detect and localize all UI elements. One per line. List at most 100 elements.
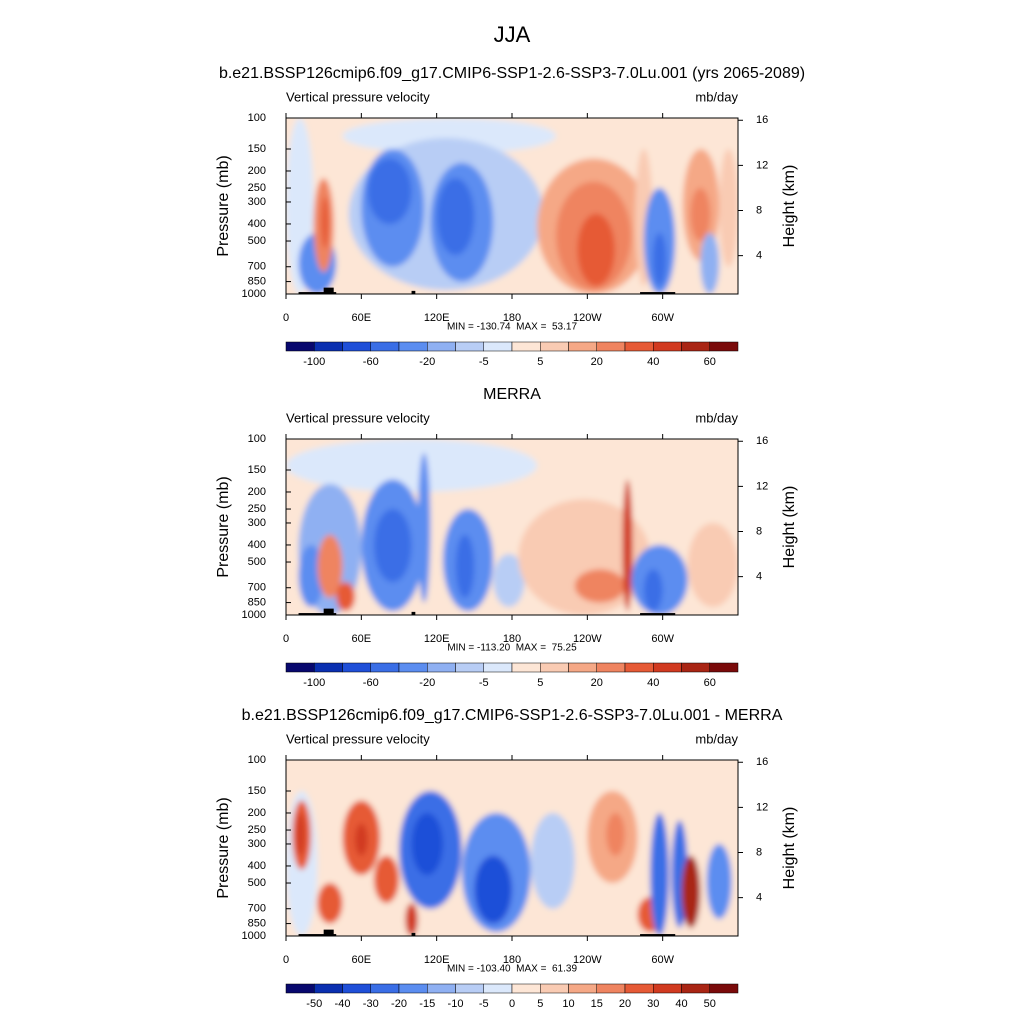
y2-tick-label: 12 (756, 801, 768, 813)
topography (411, 932, 416, 936)
colorbar-box (342, 341, 371, 352)
contour-region (296, 812, 305, 856)
colorbar-box (483, 341, 513, 352)
colorbar-label: 40 (675, 998, 687, 1010)
figure-title: JJA (494, 22, 531, 47)
contour-layer (286, 760, 738, 936)
y-tick-label: 400 (248, 539, 266, 551)
colorbar-box (370, 983, 400, 994)
contour-region (719, 148, 738, 267)
colorbar-label: -60 (363, 356, 379, 368)
colorbar-label: 40 (647, 356, 659, 368)
y-tick-label: 500 (248, 235, 266, 247)
colorbar-label: -100 (303, 356, 325, 368)
colorbar-box (568, 341, 597, 352)
topography (323, 608, 334, 615)
y-tick-label: 400 (248, 218, 266, 230)
contour-region (411, 812, 443, 875)
colorbar-box (540, 341, 569, 352)
colorbar-label: -60 (363, 677, 379, 689)
contour-region (606, 812, 625, 856)
contour-region (652, 232, 667, 286)
colorbar-box (624, 341, 654, 352)
colorbar-label: 40 (647, 677, 659, 689)
colorbar-box (540, 983, 569, 994)
y-tick-label: 100 (248, 754, 266, 766)
colorbar-label: -20 (391, 998, 407, 1010)
colorbar-box (342, 662, 371, 673)
x-tick-label: 120E (424, 312, 450, 324)
contour-region (530, 812, 575, 909)
colorbar-box (427, 341, 456, 352)
y-axis-label: Pressure (mb) (215, 797, 232, 898)
x-tick-label: 60W (651, 954, 674, 966)
colorbar-label: -100 (303, 677, 325, 689)
colorbar-box (709, 983, 739, 994)
panel-title: b.e21.BSSP126cmip6.f09_g17.CMIP6-SSP1-2.… (219, 65, 805, 82)
contour-region (317, 534, 343, 598)
x-tick-label: 0 (283, 312, 289, 324)
contour-region (643, 569, 663, 612)
contour-region (298, 544, 324, 607)
colorbar-box (427, 983, 456, 994)
contour-field (286, 760, 738, 936)
colorbar-box (653, 341, 682, 352)
colorbar-box (455, 983, 484, 994)
colorbar-box (370, 341, 400, 352)
contour-region (474, 855, 512, 924)
contour-region (577, 213, 615, 286)
x-tick-label: 60E (352, 954, 372, 966)
colorbar-box (596, 341, 626, 352)
stats: MIN = -130.74 MAX = 53.17 (447, 322, 578, 333)
colorbar-box (624, 662, 654, 673)
y-tick-label: 850 (248, 917, 266, 929)
y2-tick-label: 4 (756, 250, 762, 262)
panel-title: b.e21.BSSP126cmip6.f09_g17.CMIP6-SSP1-2.… (242, 707, 783, 724)
contour-region (493, 553, 525, 607)
y2-tick-label: 8 (756, 846, 762, 858)
x-tick-label: 60E (352, 312, 372, 324)
contour-layer (286, 439, 738, 615)
colorbar-box (681, 662, 710, 673)
x-tick-label: 120W (573, 633, 602, 645)
contour-region (622, 479, 633, 612)
colorbar-box (681, 341, 710, 352)
colorbar-box (596, 983, 626, 994)
colorbar-label: -5 (479, 998, 489, 1010)
colorbar-box (398, 341, 428, 352)
contour-region (321, 196, 329, 249)
y-tick-label: 150 (248, 785, 266, 797)
topography (298, 934, 337, 936)
topography (640, 292, 676, 294)
colorbar-box (709, 662, 739, 673)
y-tick-label: 1000 (242, 288, 266, 300)
topography (298, 613, 337, 615)
contour-region (417, 452, 431, 603)
y-tick-label: 700 (248, 261, 266, 273)
colorbar-label: -40 (335, 998, 351, 1010)
stats: MIN = -103.40 MAX = 61.39 (447, 964, 578, 975)
contour-region (650, 812, 669, 936)
y-axis-label: Pressure (mb) (215, 155, 232, 256)
contour-region (367, 158, 412, 224)
units-label: mb/day (695, 89, 738, 104)
y2-tick-label: 16 (756, 756, 768, 768)
y-tick-label: 300 (248, 517, 266, 529)
contour-region (317, 883, 343, 924)
topography (411, 611, 416, 615)
y2-axis-label: Height (km) (781, 486, 798, 569)
topography (323, 287, 334, 294)
colorbar-label: 0 (509, 998, 515, 1010)
y-tick-label: 1000 (242, 930, 266, 942)
colorbar-box (483, 983, 513, 994)
colorbar-box (653, 983, 682, 994)
colorbar-label: -5 (479, 356, 489, 368)
x-tick-label: 120W (573, 312, 602, 324)
x-tick-label: 60E (352, 633, 372, 645)
y-tick-label: 250 (248, 182, 266, 194)
contour-region (373, 509, 412, 583)
colorbar-label: 20 (591, 677, 603, 689)
contour-region (687, 522, 738, 607)
colorbar-box (285, 341, 315, 352)
contour-region (405, 903, 418, 936)
